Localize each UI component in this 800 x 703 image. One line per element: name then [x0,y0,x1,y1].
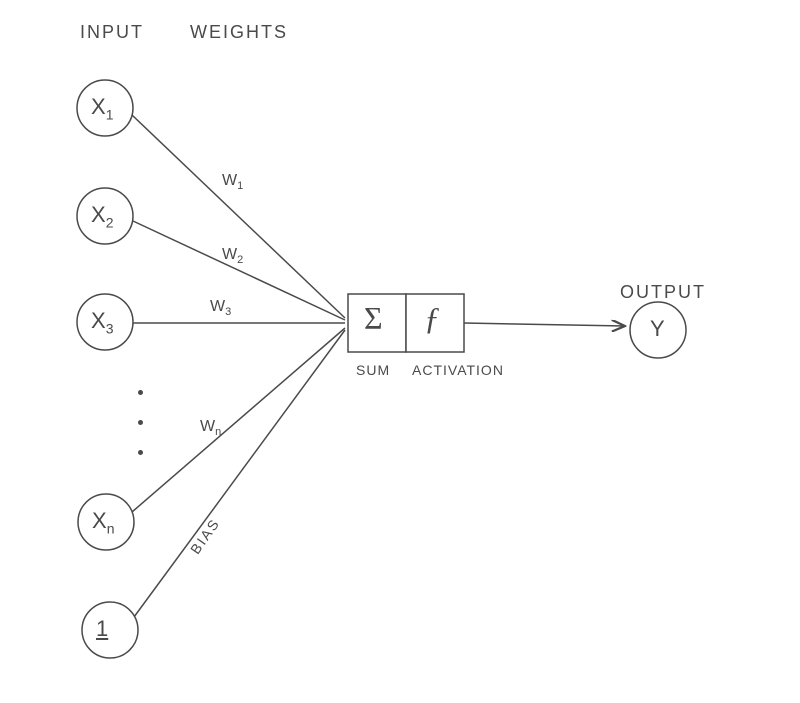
header-output: OUTPUT [620,282,706,303]
input-node-x2: X2 [91,202,113,230]
weight-label-w1: W1 [222,172,243,192]
activation-label: ACTIVATION [412,362,504,378]
input-node-x3: X3 [91,308,113,336]
perceptron-diagram [0,0,800,703]
activation-symbol: ƒ [424,300,440,337]
ellipsis-dot [138,420,143,425]
input-node-x1: X1 [91,94,113,122]
weight-label-wn: Wn [200,418,221,438]
header-input: INPUT [80,22,144,43]
sum-label: SUM [356,362,390,378]
ellipsis-dot [138,390,143,395]
weight-label-w3: W3 [210,298,231,318]
output-node-label: Y [650,316,665,342]
header-weights: WEIGHTS [190,22,288,43]
input-node-xn: Xn [92,508,114,536]
input-node-bias: 1 [96,616,108,642]
sum-symbol: Σ [364,300,383,337]
weight-label-w2: W2 [222,246,243,266]
ellipsis-dot [138,450,143,455]
